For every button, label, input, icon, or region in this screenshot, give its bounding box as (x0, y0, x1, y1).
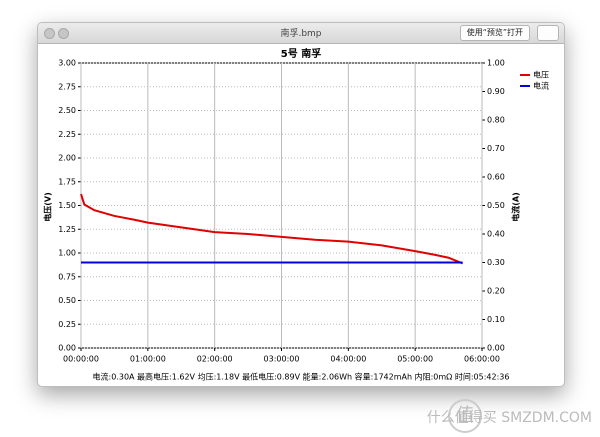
y-tick-label: 1.75 (58, 177, 76, 186)
watermark-icon: 值 (448, 399, 482, 433)
window: 南孚.bmp 使用“预览”打开 5号 南孚 电压(V) 电流(A) 电流:0.3… (37, 22, 565, 387)
share-button[interactable] (537, 25, 559, 41)
title-bar: 南孚.bmp 使用“预览”打开 (38, 23, 564, 44)
x-tick-label: 06:00:00 (464, 355, 500, 364)
chart-title: 5号 南孚 (281, 47, 321, 60)
y-tick-label: 0.25 (58, 320, 76, 329)
x-tick-label: 05:00:00 (397, 355, 433, 364)
x-tick-label: 02:00:00 (197, 355, 233, 364)
y2-tick-label: 0.30 (487, 258, 505, 267)
y2-tick-label: 1.00 (487, 59, 505, 68)
x-tick-label: 01:00:00 (130, 355, 166, 364)
x-tick-label: 00:00:00 (63, 355, 99, 364)
y-tick-label: 2.25 (58, 130, 76, 139)
y2-axis-label: 电流(A) (511, 192, 521, 222)
y-tick-label: 0.50 (58, 296, 76, 305)
annotation: 电流:0.30A 最高电压:1.62V 均压:1.18V 最低电压:0.89V … (93, 372, 510, 382)
y2-tick-label: 0.60 (487, 173, 505, 182)
y2-tick-label: 0.10 (487, 315, 505, 324)
y-tick-label: 1.50 (58, 201, 76, 210)
y-tick-label: 1.00 (58, 249, 76, 258)
y-axis-label: 电压(V) (43, 192, 53, 222)
line-series (80, 193, 463, 265)
y-tick-label: 2.75 (58, 82, 76, 91)
legend-label: 电流 (533, 81, 549, 91)
y-tick-label: 1.25 (58, 225, 76, 234)
y2-tick-label: 0.90 (487, 87, 505, 96)
y-tick-label: 0.75 (58, 272, 76, 281)
watermark: 什么值得买 SMZDM.COM (426, 410, 592, 426)
y2-tick-label: 0.20 (487, 287, 505, 296)
y-tick-label: 3.00 (58, 59, 76, 68)
y2-tick-label: 0.70 (487, 144, 505, 153)
minimize-button[interactable] (58, 28, 69, 39)
x-tick-label: 03:00:00 (264, 355, 300, 364)
close-button[interactable] (44, 28, 55, 39)
x-tick-label: 04:00:00 (330, 355, 366, 364)
y-tick-label: 2.00 (58, 154, 76, 163)
window-title: 南孚.bmp (280, 29, 322, 39)
open-in-preview-button[interactable]: 使用“预览”打开 (459, 25, 530, 41)
y2-tick-label: 0.40 (487, 230, 505, 239)
y-tick-label: 2.50 (58, 106, 76, 115)
y2-tick-label: 0.80 (487, 116, 505, 125)
y-tick-label: 0.00 (58, 344, 76, 353)
y2-tick-label: 0.50 (487, 201, 505, 210)
y2-tick-label: 0.00 (487, 344, 505, 353)
chart: 5号 南孚 电压(V) 电流(A) 电流:0.30A 最高电压:1.62V 均压… (43, 47, 550, 382)
legend-label: 电压 (533, 70, 549, 80)
